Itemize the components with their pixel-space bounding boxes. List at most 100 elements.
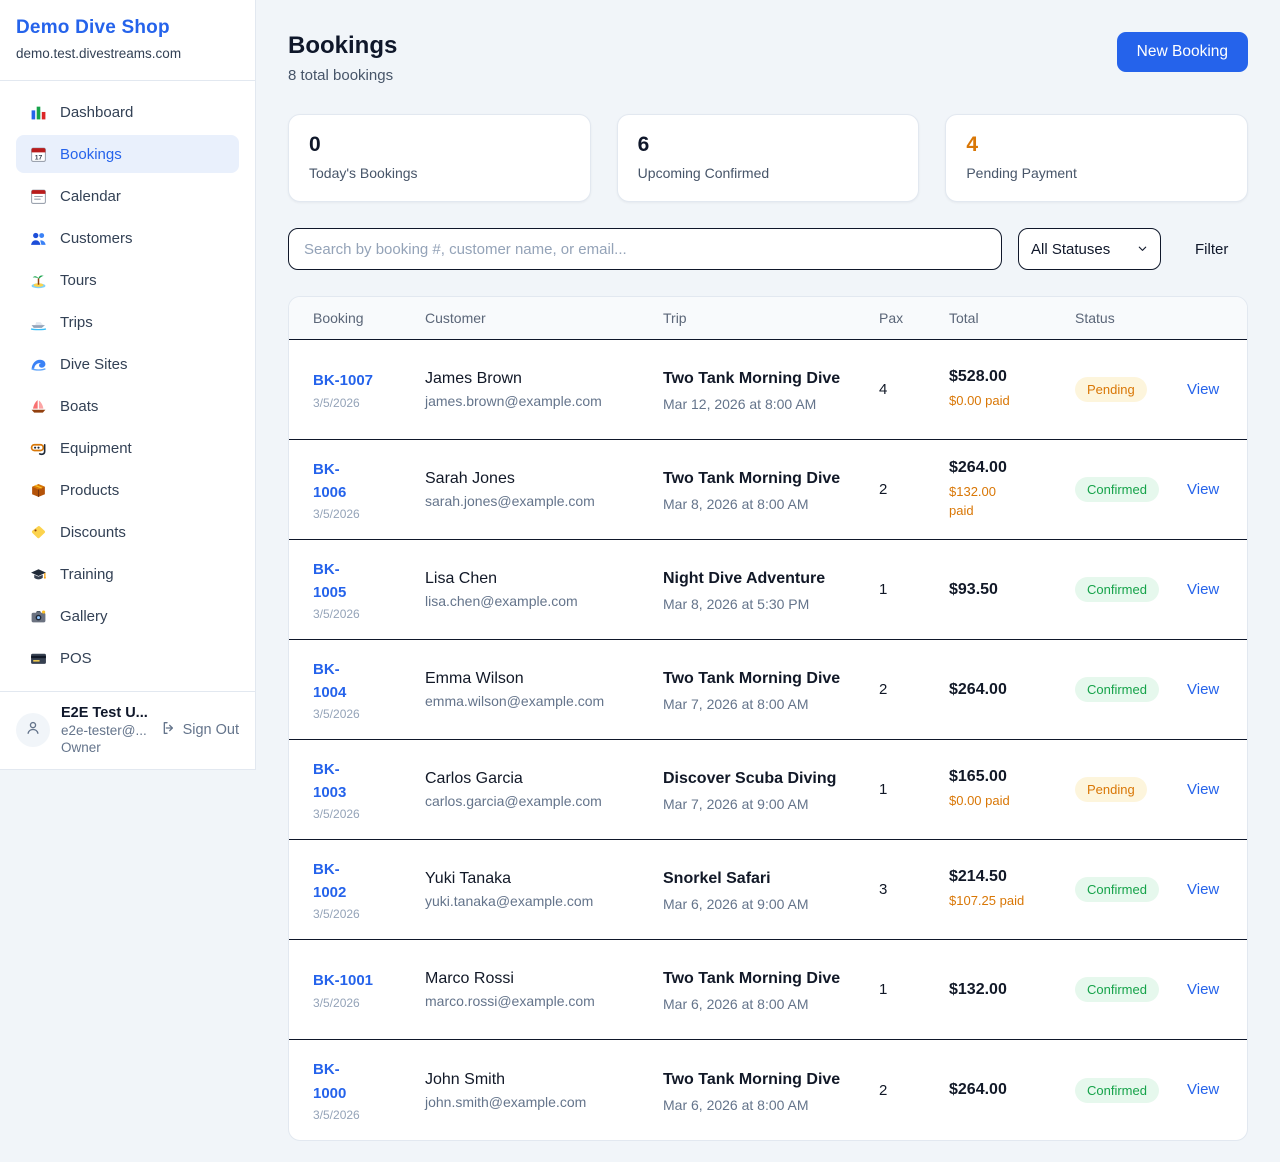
sidebar-item-pos[interactable]: POS xyxy=(16,639,239,677)
view-link[interactable]: View xyxy=(1187,880,1220,898)
customer-cell: Yuki Tanaka yuki.tanaka@example.com xyxy=(425,870,663,909)
trip-datetime: Mar 8, 2026 at 8:00 AM xyxy=(663,496,809,512)
paid-amount: $0.00 paid xyxy=(949,393,1010,409)
table-row: BK- 1004 3/5/2026 Emma Wilson emma.wilso… xyxy=(289,640,1247,740)
sidebar-item-training[interactable]: Training xyxy=(16,555,239,593)
stat-label: Pending Payment xyxy=(966,165,1077,181)
trip-name: Two Tank Morning Dive xyxy=(663,470,841,487)
actions-cell: View xyxy=(1187,1081,1231,1099)
status-badge: Confirmed xyxy=(1075,1077,1159,1103)
booking-id-link[interactable]: BK- 1004 xyxy=(313,660,347,701)
brand-name: Demo Dive Shop xyxy=(16,17,170,38)
customer-email: emma.wilson@example.com xyxy=(425,693,605,709)
customers-icon xyxy=(28,229,48,247)
user-icon xyxy=(24,719,42,742)
customer-email: john.smith@example.com xyxy=(425,1093,587,1110)
calendar-icon xyxy=(28,187,48,205)
status-select[interactable]: All Statuses xyxy=(1018,228,1161,270)
trip-datetime: Mar 12, 2026 at 8:00 AM xyxy=(663,396,817,412)
customer-cell: Marco Rossi marco.rossi@example.com xyxy=(425,970,663,1009)
table-row: BK- 1000 3/5/2026 John Smith john.smith@… xyxy=(289,1040,1247,1140)
filter-button[interactable]: Filter xyxy=(1195,240,1229,258)
sidebar-item-dashboard[interactable]: Dashboard xyxy=(16,93,239,131)
sidebar-item-calendar[interactable]: Calendar xyxy=(16,177,239,215)
customer-email: sarah.jones@example.com xyxy=(425,493,595,509)
booking-id-link[interactable]: BK- 1000 xyxy=(313,1061,347,1102)
brand-domain: demo.test.divestreams.com xyxy=(16,46,182,61)
booking-id-link[interactable]: BK- 1002 xyxy=(313,860,347,901)
sidebar-item-trips[interactable]: Trips xyxy=(16,303,239,341)
customer-name: Lisa Chen xyxy=(425,570,498,587)
trip-name: Two Tank Morning Dive xyxy=(663,970,841,987)
view-link[interactable]: View xyxy=(1187,680,1220,698)
status-badge: Confirmed xyxy=(1075,677,1159,702)
dive-sites-icon xyxy=(28,355,48,373)
sidebar-user-footer: E2E Test U... e2e-tester@... Owner Sign … xyxy=(0,691,255,769)
pax-cell: 2 xyxy=(879,681,888,698)
sidebar-item-discounts[interactable]: Discounts xyxy=(16,513,239,551)
booking-id-link[interactable]: BK-1001 xyxy=(313,972,374,990)
booking-cell: BK-1007 3/5/2026 xyxy=(313,369,425,409)
view-link[interactable]: View xyxy=(1187,780,1220,798)
actions-cell: View xyxy=(1187,481,1231,499)
customer-email: lisa.chen@example.com xyxy=(425,593,578,609)
sidebar-item-label: Equipment xyxy=(60,439,132,457)
view-link[interactable]: View xyxy=(1187,1081,1220,1098)
actions-cell: View xyxy=(1187,981,1231,999)
trip-name: Two Tank Morning Dive xyxy=(663,370,841,387)
pax-cell: 1 xyxy=(879,781,888,798)
booking-id-link[interactable]: BK- 1006 xyxy=(313,460,347,501)
sidebar-item-boats[interactable]: Boats xyxy=(16,387,239,425)
trip-cell: Discover Scuba Diving Mar 7, 2026 at 9:0… xyxy=(663,767,879,812)
view-link[interactable]: View xyxy=(1187,380,1220,398)
booking-id-link[interactable]: BK- 1005 xyxy=(313,560,347,601)
pax-cell: 1 xyxy=(879,981,888,998)
status-cell: Pending xyxy=(1075,777,1187,802)
sidebar-item-tours[interactable]: Tours xyxy=(16,261,239,299)
customer-name: Carlos Garcia xyxy=(425,770,523,787)
view-link[interactable]: View xyxy=(1187,980,1220,998)
column-header-pax: Pax xyxy=(879,310,904,326)
sidebar-item-label: POS xyxy=(60,649,92,667)
page-subtitle: 8 total bookings xyxy=(288,67,394,84)
stat-label: Today's Bookings xyxy=(309,165,418,181)
sidebar-item-label: Trips xyxy=(60,313,93,331)
stat-value: 4 xyxy=(966,133,979,156)
booking-id-link[interactable]: BK-1007 xyxy=(313,372,374,390)
filter-row: All Statuses Filter xyxy=(288,228,1248,270)
svg-text:17: 17 xyxy=(34,154,42,161)
sign-out-button[interactable]: Sign Out xyxy=(161,720,239,740)
stat-card-pending-payment: 4 Pending Payment xyxy=(945,114,1249,202)
status-select-value: All Statuses xyxy=(1031,240,1111,258)
actions-cell: View xyxy=(1187,881,1231,899)
trip-name: Two Tank Morning Dive xyxy=(663,1070,841,1088)
booking-cell: BK- 1000 3/5/2026 xyxy=(313,1058,425,1122)
status-badge: Confirmed xyxy=(1075,877,1159,902)
sidebar-item-gallery[interactable]: Gallery xyxy=(16,597,239,635)
total-amount: $165.00 xyxy=(949,768,1007,786)
sidebar-item-products[interactable]: Products xyxy=(16,471,239,509)
booking-date: 3/5/2026 xyxy=(313,507,360,522)
avatar xyxy=(16,713,50,747)
total-cell: $528.00 $0.00 paid xyxy=(949,368,1075,411)
search-input[interactable] xyxy=(288,228,1002,270)
sidebar-item-dive-sites[interactable]: Dive Sites xyxy=(16,345,239,383)
view-link[interactable]: View xyxy=(1187,480,1220,498)
main-content: Bookings 8 total bookings New Booking 0 … xyxy=(288,0,1280,1141)
customer-cell: John Smith john.smith@example.com xyxy=(425,1071,663,1110)
column-header-total: Total xyxy=(949,310,979,326)
booking-id-link[interactable]: BK- 1003 xyxy=(313,760,347,801)
sidebar-item-bookings[interactable]: 17 Bookings xyxy=(16,135,239,173)
total-cell: $264.00 $132.00 paid xyxy=(949,459,1075,521)
chevron-down-icon xyxy=(1137,241,1148,258)
sign-out-label: Sign Out xyxy=(182,722,239,738)
view-link[interactable]: View xyxy=(1187,580,1220,598)
sidebar-item-customers[interactable]: Customers xyxy=(16,219,239,257)
total-amount: $214.50 xyxy=(949,868,1007,886)
new-booking-button[interactable]: New Booking xyxy=(1116,32,1248,72)
stat-label: Upcoming Confirmed xyxy=(637,165,770,181)
booking-cell: BK- 1003 3/5/2026 xyxy=(313,758,425,822)
customer-name: Sarah Jones xyxy=(425,470,515,487)
sidebar-item-equipment[interactable]: Equipment xyxy=(16,429,239,467)
